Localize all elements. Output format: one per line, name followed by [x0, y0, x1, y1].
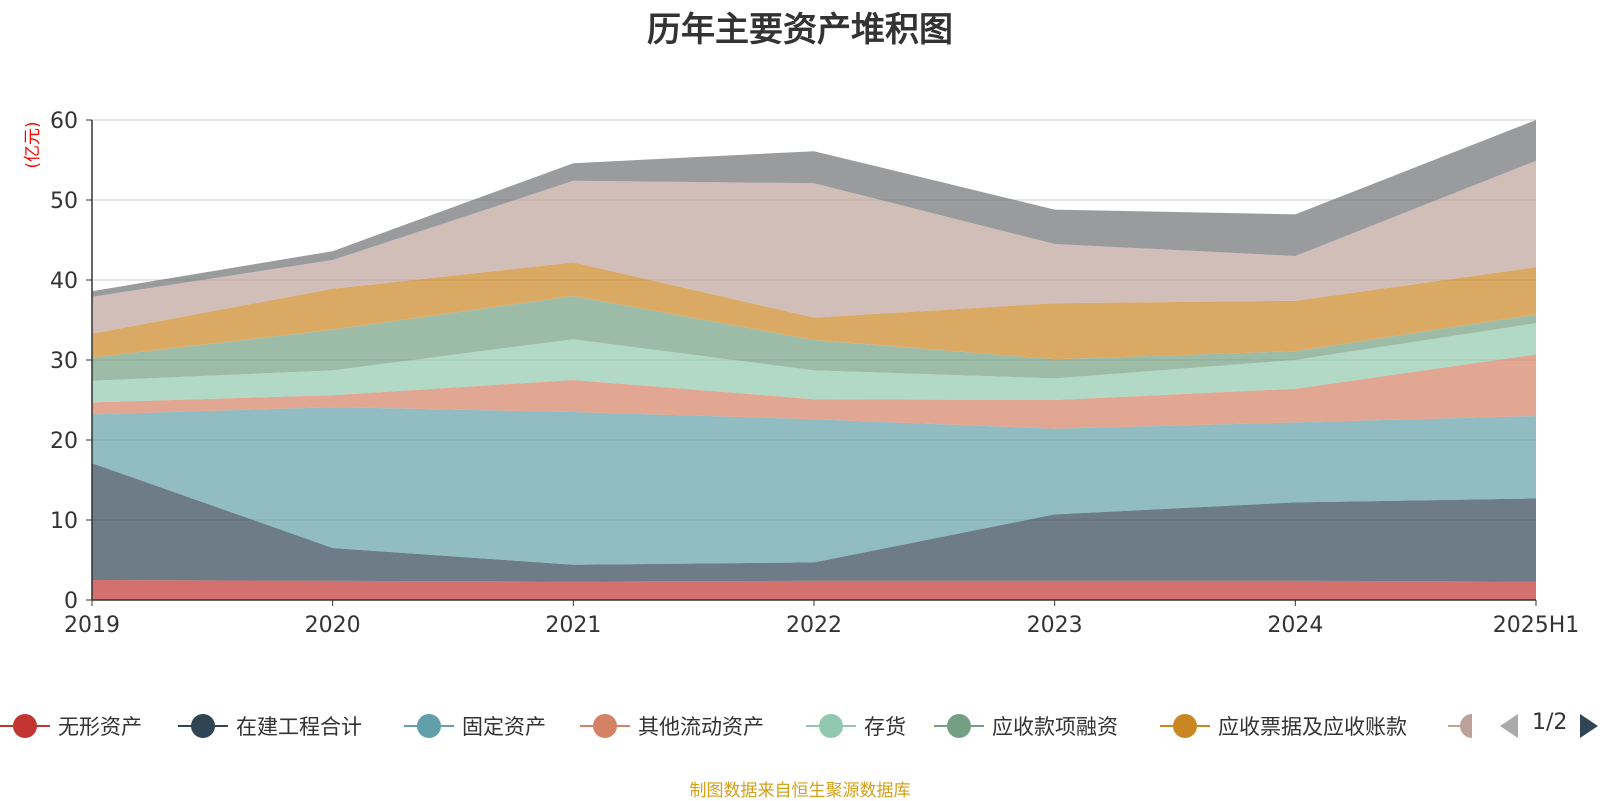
area-series-4 [92, 323, 1536, 403]
legend-item[interactable]: 应收票据及应收账款 [1160, 706, 1407, 746]
x-tick-label: 2022 [786, 613, 842, 638]
source-note: 制图数据来自恒生聚源数据库 [689, 781, 911, 801]
legend-item[interactable]: 其他流动资产 [580, 706, 764, 746]
legend-marker-icon [1160, 706, 1210, 746]
legend-item[interactable]: 应收款项融资 [934, 706, 1118, 746]
legend-marker-icon [580, 706, 630, 746]
x-tick-label: 2025H1 [1493, 613, 1580, 638]
area-series-1 [92, 463, 1536, 582]
legend-item[interactable]: 固定资产 [404, 706, 546, 746]
legend-item[interactable]: 无形资产 [0, 706, 142, 746]
legend-label: 应收款项融资 [992, 715, 1118, 739]
area-series-8 [92, 120, 1536, 297]
legend-label: 无形资产 [58, 715, 142, 739]
stacked-area-chart: 0 10 20 30 40 50 60 2019 2020 2021 2022 2023 2024 202… [23, 109, 1579, 638]
x-tick-label: 2023 [1027, 613, 1083, 638]
y-tick-label: 0 [64, 589, 78, 614]
y-axis-label: (亿元) [23, 121, 43, 168]
legend-next-page-icon[interactable] [1580, 714, 1598, 738]
legend-page-indicator: 1/2 [1532, 710, 1568, 735]
legend-marker-icon [806, 706, 856, 746]
chart-title: 历年主要资产堆积图 [647, 10, 953, 50]
legend-label: 存货 [864, 715, 906, 739]
legend-item[interactable]: 存货 [806, 706, 906, 746]
legend-marker-icon [178, 706, 228, 746]
area-series-2 [92, 407, 1536, 565]
legend-marker-icon [0, 706, 50, 746]
legend-item[interactable]: 在建工程合计 [178, 706, 362, 746]
area-series-6 [92, 262, 1536, 360]
legend-marker-icon [404, 706, 454, 746]
y-tick-label: 50 [50, 189, 78, 214]
y-tick-label: 40 [50, 269, 78, 294]
area-series-0 [92, 580, 1536, 600]
y-tick-label: 60 [50, 109, 78, 134]
legend-marker-partial-icon [1448, 706, 1472, 746]
area-layer [92, 120, 1536, 600]
area-series-5 [92, 296, 1536, 381]
legend-label: 应收票据及应收账款 [1218, 715, 1407, 739]
x-tick-label: 2024 [1267, 613, 1323, 638]
legend-label: 固定资产 [462, 715, 546, 739]
area-series-3 [92, 354, 1536, 429]
axis-layer: 0 10 20 30 40 50 60 2019 2020 2021 2022 2023 2024 202… [50, 109, 1579, 638]
legend-pager: 1/2 [1500, 706, 1600, 746]
legend-label: 在建工程合计 [236, 715, 362, 739]
legend-prev-page-icon[interactable] [1500, 714, 1518, 738]
y-tick-label: 10 [50, 509, 78, 534]
legend-label: 其他流动资产 [638, 715, 764, 739]
legend: 无形资产 在建工程合计 固定资产 其他流动资产 存货 应收款项融资 应收票据及应收账款 [0, 706, 1600, 746]
legend-marker-icon [934, 706, 984, 746]
x-tick-label: 2021 [545, 613, 601, 638]
y-tick-label: 20 [50, 429, 78, 454]
y-tick-label: 30 [50, 349, 78, 374]
x-tick-label: 2020 [305, 613, 361, 638]
x-tick-label: 2019 [64, 613, 120, 638]
area-series-7 [92, 160, 1536, 334]
